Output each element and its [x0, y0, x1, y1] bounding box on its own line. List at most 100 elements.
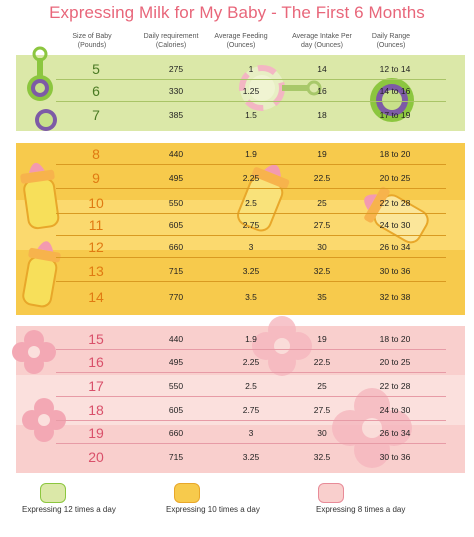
- legend-label-10: Expressing 10 times a day: [166, 505, 260, 514]
- cell-feed: 2.5: [245, 198, 257, 208]
- baby-size: 11: [88, 217, 104, 233]
- row-divider: [56, 257, 446, 258]
- cell-intake: 27.5: [313, 220, 331, 230]
- page-title: Expressing Milk for My Baby - The First …: [49, 3, 425, 22]
- baby-size: 12: [88, 239, 104, 255]
- baby-size: 13: [88, 263, 104, 279]
- cell-range: 14 to 16: [379, 86, 411, 96]
- legend-label-8: Expressing 8 times a day: [316, 505, 406, 514]
- cell-feed: 3.25: [242, 452, 260, 462]
- cell-feed: 2.25: [242, 173, 260, 183]
- baby-size: 7: [92, 107, 100, 123]
- legend-label-12: Expressing 12 times a day: [22, 505, 116, 514]
- cell-feed: 1.25: [242, 86, 260, 96]
- table-row: 11 605 2.75 27.5 24 to 30: [16, 214, 465, 236]
- table-row: 9 495 2.25 22.5 20 to 25: [16, 167, 465, 189]
- baby-size: 9: [92, 170, 100, 186]
- cell-cal: 440: [168, 334, 184, 344]
- cell-feed: 1: [248, 64, 254, 74]
- cell-cal: 330: [168, 86, 184, 96]
- cell-range: 30 to 36: [379, 266, 411, 276]
- cell-range: 26 to 34: [379, 242, 411, 252]
- cell-cal: 605: [168, 220, 184, 230]
- table-row: 12 660 3 30 26 to 34: [16, 236, 465, 258]
- cell-cal: 660: [168, 428, 184, 438]
- baby-size: 17: [88, 378, 104, 394]
- table-row: 5 275 1 14 12 to 14: [16, 58, 465, 80]
- cell-feed: 1.5: [245, 110, 257, 120]
- cell-range: 22 to 28: [379, 381, 411, 391]
- baby-size: 18: [88, 402, 104, 418]
- row-divider: [56, 372, 446, 373]
- cell-range: 32 to 38: [379, 292, 411, 302]
- cell-cal: 770: [168, 292, 184, 302]
- table-row: 18 605 2.75 27.5 24 to 30: [16, 399, 465, 421]
- row-divider: [56, 188, 446, 189]
- cell-intake: 30: [317, 428, 327, 438]
- table-row: 13 715 3.25 32.5 30 to 36: [16, 260, 465, 282]
- cell-intake: 27.5: [313, 405, 331, 415]
- table-row: 7 385 1.5 18 17 to 19: [16, 104, 465, 126]
- legend-swatch-10: [174, 483, 200, 503]
- cell-intake: 22.5: [313, 173, 331, 183]
- baby-size: 5: [92, 61, 100, 77]
- cell-feed: 3.5: [245, 292, 257, 302]
- baby-size: 6: [92, 83, 100, 99]
- cell-feed: 1.9: [245, 334, 257, 344]
- baby-size: 14: [88, 289, 104, 305]
- cell-intake: 16: [317, 86, 327, 96]
- cell-range: 30 to 36: [379, 452, 411, 462]
- cell-range: 20 to 25: [379, 173, 411, 183]
- cell-cal: 715: [168, 266, 184, 276]
- cell-range: 24 to 30: [379, 220, 411, 230]
- header-daily-range: Daily Range (Ounces): [371, 33, 411, 49]
- table-row: 8 440 1.9 19 18 to 20: [16, 143, 465, 165]
- cell-range: 17 to 19: [379, 110, 411, 120]
- table-row: 16 495 2.25 22.5 20 to 25: [16, 351, 465, 373]
- cell-feed: 3: [248, 242, 254, 252]
- cell-feed: 2.25: [242, 357, 260, 367]
- cell-range: 12 to 14: [379, 64, 411, 74]
- table-row: 20 715 3.25 32.5 30 to 36: [16, 446, 465, 468]
- cell-intake: 25: [317, 381, 327, 391]
- cell-intake: 30: [317, 242, 327, 252]
- header-size: Size of Baby (Pounds): [72, 33, 112, 49]
- row-divider: [56, 281, 446, 282]
- cell-feed: 3: [248, 428, 254, 438]
- cell-intake: 22.5: [313, 357, 331, 367]
- cell-range: 20 to 25: [379, 357, 411, 367]
- cell-cal: 550: [168, 381, 184, 391]
- baby-size: 19: [88, 425, 104, 441]
- row-divider: [56, 420, 446, 421]
- row-divider: [56, 79, 446, 80]
- cell-range: 26 to 34: [379, 428, 411, 438]
- table-row: 19 660 3 30 26 to 34: [16, 422, 465, 444]
- cell-cal: 715: [168, 452, 184, 462]
- baby-size: 20: [88, 449, 104, 465]
- cell-intake: 19: [317, 334, 327, 344]
- cell-feed: 2.75: [242, 220, 260, 230]
- cell-range: 22 to 28: [379, 198, 411, 208]
- table-row: 15 440 1.9 19 18 to 20: [16, 328, 465, 350]
- band-8-times: [16, 326, 465, 473]
- cell-cal: 550: [168, 198, 184, 208]
- cell-range: 24 to 30: [379, 405, 411, 415]
- cell-cal: 495: [168, 357, 184, 367]
- cell-cal: 440: [168, 149, 184, 159]
- baby-size: 16: [88, 354, 104, 370]
- cell-range: 18 to 20: [379, 149, 411, 159]
- header-average-intake: Average Intake Per day (Ounces): [292, 33, 352, 49]
- cell-cal: 495: [168, 173, 184, 183]
- cell-cal: 605: [168, 405, 184, 415]
- table-row: 6 330 1.25 16 14 to 16: [16, 80, 465, 102]
- cell-feed: 1.9: [245, 149, 257, 159]
- row-divider: [56, 396, 446, 397]
- table-row: 10 550 2.5 25 22 to 28: [16, 192, 465, 214]
- cell-cal: 385: [168, 110, 184, 120]
- row-divider: [56, 101, 446, 102]
- header-daily-requirement: Daily requirement (Calories): [143, 33, 199, 49]
- legend-swatch-8: [318, 483, 344, 503]
- cell-cal: 275: [168, 64, 184, 74]
- table-row: 17 550 2.5 25 22 to 28: [16, 375, 465, 397]
- table-row: 14 770 3.5 35 32 to 38: [16, 286, 465, 308]
